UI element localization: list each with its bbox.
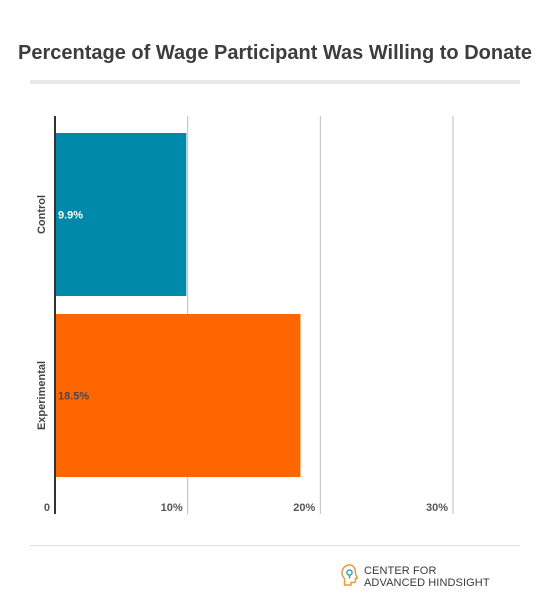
chart-title: Percentage of Wage Participant Was Willi… [18,42,532,64]
category-label: Control [36,195,48,234]
brand-line-2: ADVANCED HINDSIGHT [364,577,490,589]
x-tick-label: 0 [44,502,50,514]
bar-experimental [55,314,301,477]
x-tick-label: 10% [161,502,183,514]
title-divider [30,80,520,84]
bar-control [55,133,187,296]
x-tick-label: 20% [293,502,315,514]
bar-value-label: 18.5% [58,391,89,403]
brand-line-1: CENTER FOR [364,565,437,577]
head-silhouette-icon [341,564,359,586]
bar-value-label: 9.9% [58,210,83,222]
category-label: Experimental [36,361,48,430]
footer-divider [30,545,520,546]
x-tick-label: 30% [426,502,448,514]
bar-chart: 0 10% 20% 30% 9.9% Control 18.5% Experimental [36,116,454,514]
